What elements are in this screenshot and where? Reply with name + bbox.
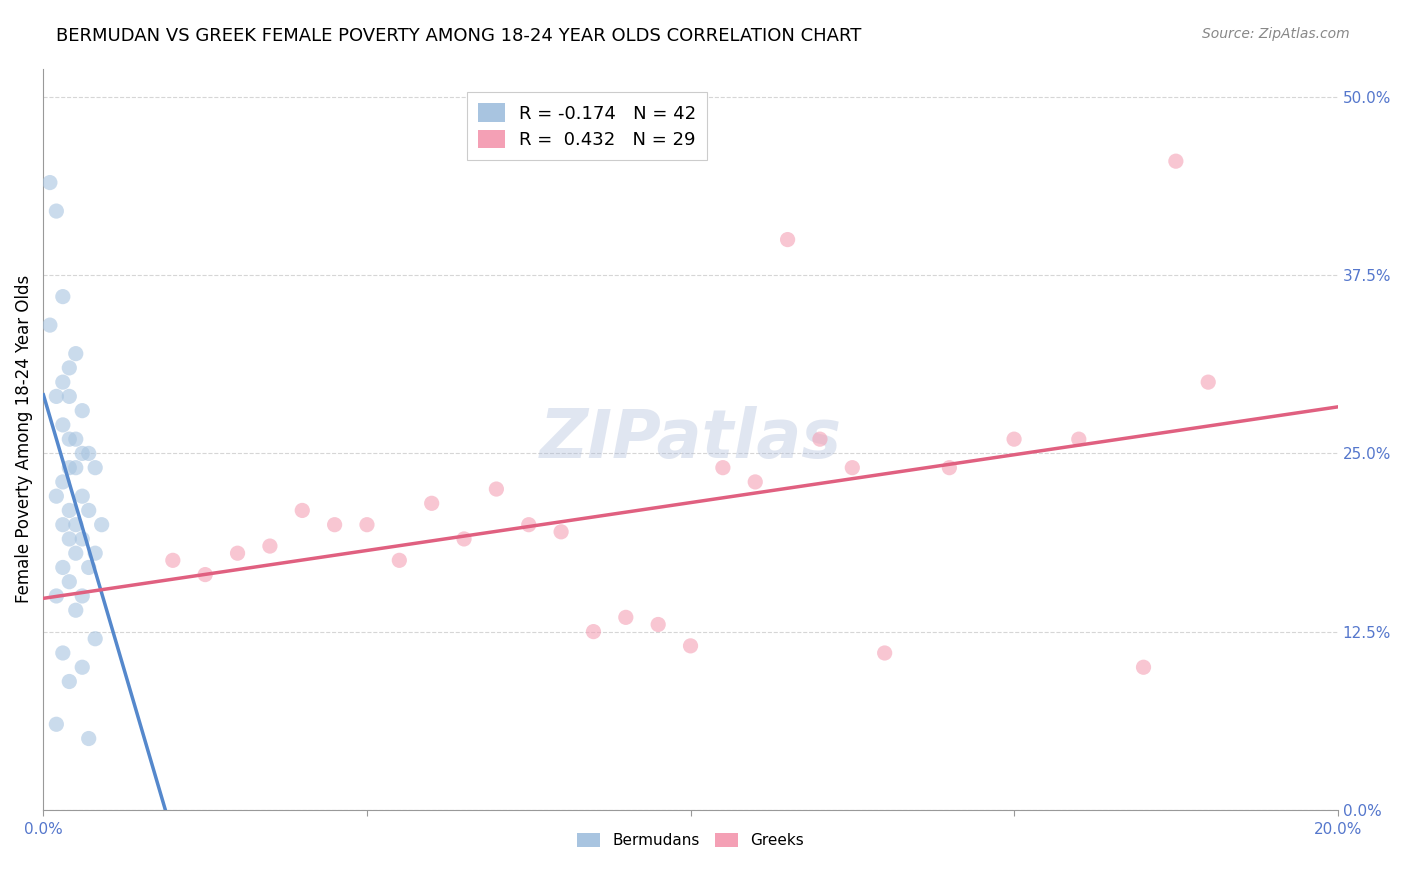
Point [52,375,75,389]
Point [65,346,87,360]
Point [45,389,67,403]
Point [938,460,960,475]
Point [1197,375,1219,389]
Point [58,389,80,403]
Point [356,517,378,532]
Point [70,589,93,603]
Point [58,460,80,475]
Text: BERMUDAN VS GREEK FEMALE POVERTY AMONG 18-24 YEAR OLDS CORRELATION CHART: BERMUDAN VS GREEK FEMALE POVERTY AMONG 1… [56,27,862,45]
Point [38,176,60,190]
Point [84,460,107,475]
Point [259,539,281,553]
Point [52,560,75,574]
Text: ZIPatlas: ZIPatlas [540,406,842,472]
Point [65,517,87,532]
Text: Source: ZipAtlas.com: Source: ZipAtlas.com [1202,27,1350,41]
Point [58,432,80,446]
Point [162,553,184,567]
Point [90,517,112,532]
Point [70,489,93,503]
Point [58,574,80,589]
Point [1067,432,1090,446]
Point [873,646,896,660]
Point [647,617,669,632]
Point [226,546,249,560]
Point [77,560,100,574]
Point [45,489,67,503]
Point [52,517,75,532]
Point [52,475,75,489]
Point [420,496,443,510]
Point [70,446,93,460]
Point [84,632,107,646]
Point [744,475,766,489]
Point [45,717,67,731]
Point [485,482,508,496]
Point [65,432,87,446]
Point [58,360,80,375]
Point [58,503,80,517]
Point [45,204,67,219]
Point [323,517,346,532]
Point [776,233,799,247]
Point [65,603,87,617]
Point [517,517,540,532]
Legend: Bermudans, Greeks: Bermudans, Greeks [571,827,810,854]
Point [614,610,637,624]
Point [77,731,100,746]
Point [45,589,67,603]
Point [77,446,100,460]
Y-axis label: Female Poverty Among 18-24 Year Olds: Female Poverty Among 18-24 Year Olds [15,275,32,603]
Point [1164,154,1187,169]
Point [582,624,605,639]
Point [65,460,87,475]
Point [1132,660,1154,674]
Point [679,639,702,653]
Point [52,290,75,304]
Point [58,674,80,689]
Point [453,532,475,546]
Point [1002,432,1025,446]
Point [388,553,411,567]
Point [70,403,93,417]
Point [808,432,831,446]
Point [58,532,80,546]
Point [77,503,100,517]
Point [38,318,60,332]
Point [70,660,93,674]
Point [65,546,87,560]
Point [52,417,75,432]
Point [70,532,93,546]
Point [194,567,217,582]
Point [711,460,734,475]
Point [291,503,314,517]
Point [550,524,572,539]
Point [52,646,75,660]
Point [84,546,107,560]
Point [841,460,863,475]
